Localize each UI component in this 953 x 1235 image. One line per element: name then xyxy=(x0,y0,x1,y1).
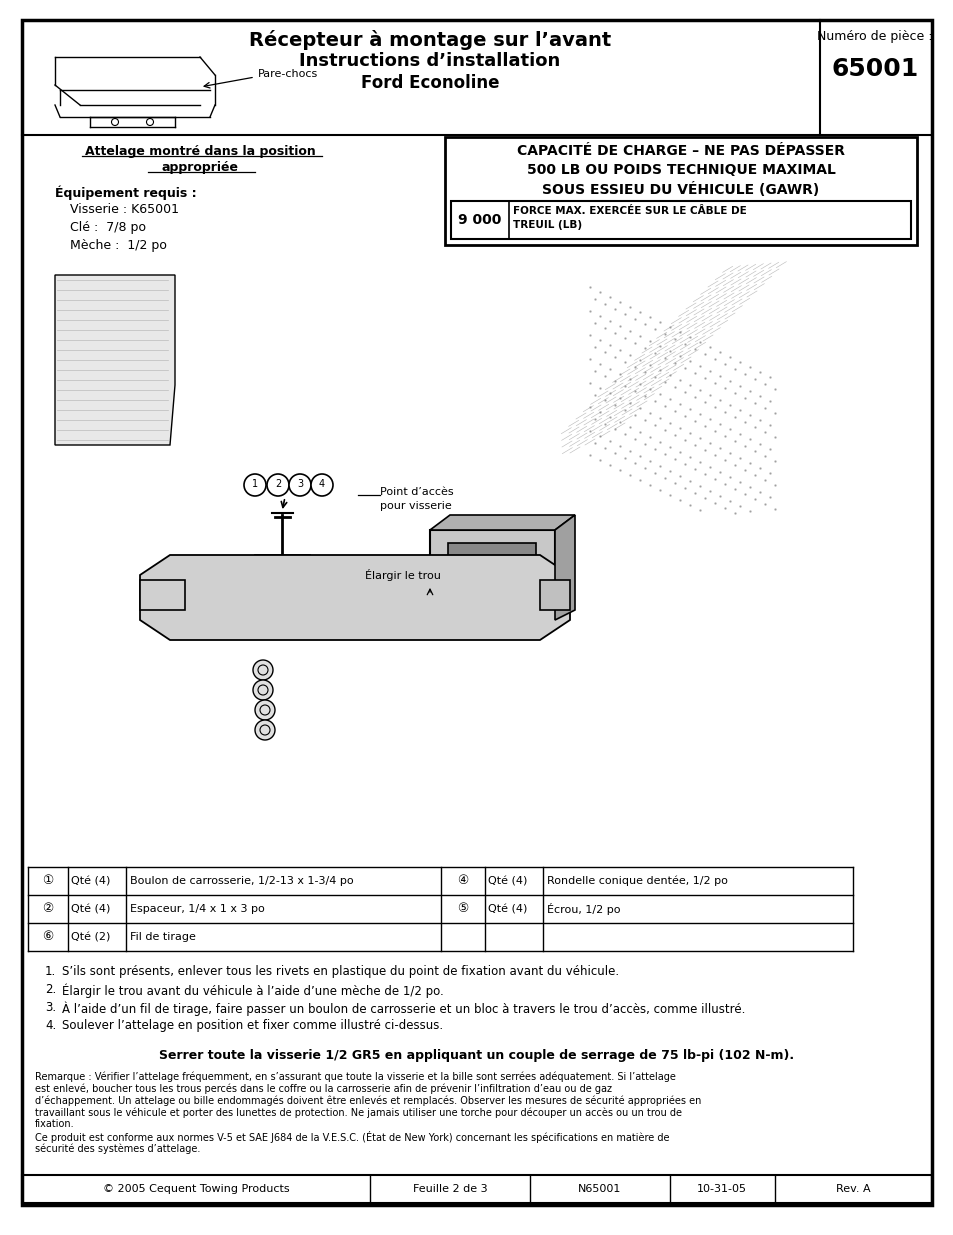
Text: Élargir le trou: Élargir le trou xyxy=(365,569,440,580)
Text: 4.: 4. xyxy=(45,1019,56,1032)
Text: 4: 4 xyxy=(318,479,325,489)
Text: Ce produit est conforme aux normes V-5 et SAE J684 de la V.E.S.C. (État de New Y: Ce produit est conforme aux normes V-5 e… xyxy=(35,1131,669,1144)
Text: Numéro de pièce :: Numéro de pièce : xyxy=(817,30,932,43)
Text: Rondelle conique dentée, 1/2 po: Rondelle conique dentée, 1/2 po xyxy=(546,876,727,887)
Text: Récepteur à montage sur l’avant: Récepteur à montage sur l’avant xyxy=(249,30,611,49)
Text: Mèche :  1/2 po: Mèche : 1/2 po xyxy=(70,240,167,252)
Text: Élargir le trou avant du véhicule à l’aide d’une mèche de 1/2 po.: Élargir le trou avant du véhicule à l’ai… xyxy=(62,983,443,998)
Polygon shape xyxy=(55,275,174,445)
Circle shape xyxy=(311,474,333,496)
Text: 2.: 2. xyxy=(45,983,56,995)
Text: Point d’accès: Point d’accès xyxy=(379,487,453,496)
Text: ⑤: ⑤ xyxy=(456,903,468,915)
Text: Serrer toute la visserie 1/2 GR5 en appliquant un couple de serrage de 75 lb-pi : Serrer toute la visserie 1/2 GR5 en appl… xyxy=(159,1049,794,1062)
Polygon shape xyxy=(430,515,575,530)
Text: Instructions d’installation: Instructions d’installation xyxy=(299,52,560,70)
Circle shape xyxy=(253,659,273,680)
Text: Ford Econoline: Ford Econoline xyxy=(360,74,498,91)
Text: CAPACITÉ DE CHARGE – NE PAS DÉPASSER: CAPACITÉ DE CHARGE – NE PAS DÉPASSER xyxy=(517,144,844,158)
Text: © 2005 Cequent Towing Products: © 2005 Cequent Towing Products xyxy=(103,1184,289,1194)
Text: Attelage montré dans la position: Attelage montré dans la position xyxy=(85,144,315,158)
Text: travaillant sous le véhicule et porter des lunettes de protection. Ne jamais uti: travaillant sous le véhicule et porter d… xyxy=(35,1107,681,1118)
Text: ⑥: ⑥ xyxy=(42,930,53,944)
Bar xyxy=(448,543,536,605)
Circle shape xyxy=(289,474,311,496)
Text: Qté (4): Qté (4) xyxy=(488,876,527,885)
Text: FORCE MAX. EXERCÉE SUR LE CÂBLE DE: FORCE MAX. EXERCÉE SUR LE CÂBLE DE xyxy=(513,206,746,216)
Polygon shape xyxy=(539,580,569,610)
Text: SOUS ESSIEU DU VÉHICULE (GAWR): SOUS ESSIEU DU VÉHICULE (GAWR) xyxy=(542,182,819,198)
Text: Qté (4): Qté (4) xyxy=(488,904,527,914)
Text: Écrou, 1/2 po: Écrou, 1/2 po xyxy=(546,903,619,915)
Text: Feuille 2 de 3: Feuille 2 de 3 xyxy=(413,1184,487,1194)
Text: N65001: N65001 xyxy=(578,1184,621,1194)
Text: S’ils sont présents, enlever tous les rivets en plastique du point de fixation a: S’ils sont présents, enlever tous les ri… xyxy=(62,965,618,978)
Text: 3.: 3. xyxy=(45,1002,56,1014)
Text: Remarque : Vérifier l’attelage fréquemment, en s’assurant que toute la visserie : Remarque : Vérifier l’attelage fréquemme… xyxy=(35,1071,675,1082)
Text: Visserie : K65001: Visserie : K65001 xyxy=(70,203,179,216)
Text: sécurité des systèmes d’attelage.: sécurité des systèmes d’attelage. xyxy=(35,1144,200,1153)
Text: ①: ① xyxy=(42,874,53,888)
Text: Fil de tirage: Fil de tirage xyxy=(130,932,195,942)
Text: Boulon de carrosserie, 1/2-13 x 1-3/4 po: Boulon de carrosserie, 1/2-13 x 1-3/4 po xyxy=(130,876,354,885)
Text: est enlevé, boucher tous les trous percés dans le coffre ou la carrosserie afin : est enlevé, boucher tous les trous percé… xyxy=(35,1083,612,1093)
Text: d’échappement. Un attelage ou bille endommagés doivent être enlevés et remplacés: d’échappement. Un attelage ou bille endo… xyxy=(35,1095,700,1105)
Text: fixation.: fixation. xyxy=(35,1119,74,1129)
Text: 10-31-05: 10-31-05 xyxy=(697,1184,746,1194)
Bar xyxy=(254,555,310,627)
Text: À l’aide d’un fil de tirage, faire passer un boulon de carrosserie et un bloc à : À l’aide d’un fil de tirage, faire passe… xyxy=(62,1002,744,1015)
Text: ②: ② xyxy=(42,903,53,915)
Text: Équipement requis :: Équipement requis : xyxy=(55,185,196,200)
Text: TREUIL (LB): TREUIL (LB) xyxy=(513,220,581,230)
Text: 65001: 65001 xyxy=(830,57,918,82)
Text: 500 LB OU POIDS TECHNIQUE MAXIMAL: 500 LB OU POIDS TECHNIQUE MAXIMAL xyxy=(526,163,835,177)
Text: Soulever l’attelage en position et fixer comme illustré ci-dessus.: Soulever l’attelage en position et fixer… xyxy=(62,1019,442,1032)
Polygon shape xyxy=(140,555,569,640)
Text: Espaceur, 1/4 x 1 x 3 po: Espaceur, 1/4 x 1 x 3 po xyxy=(130,904,265,914)
Bar xyxy=(444,137,916,245)
Text: 1.: 1. xyxy=(45,965,56,978)
Circle shape xyxy=(254,700,274,720)
Text: Pare-chocs: Pare-chocs xyxy=(257,69,318,79)
Text: 2: 2 xyxy=(274,479,281,489)
Text: 9 000: 9 000 xyxy=(457,212,501,227)
Polygon shape xyxy=(140,580,185,610)
Text: Qté (4): Qté (4) xyxy=(71,876,111,885)
Circle shape xyxy=(254,720,274,740)
Text: 3: 3 xyxy=(296,479,303,489)
Circle shape xyxy=(244,474,266,496)
Bar xyxy=(451,201,910,240)
Text: Qté (4): Qté (4) xyxy=(71,904,111,914)
Circle shape xyxy=(267,474,289,496)
Text: ④: ④ xyxy=(456,874,468,888)
Text: Qté (2): Qté (2) xyxy=(71,932,111,942)
Text: pour visserie: pour visserie xyxy=(379,501,452,511)
Text: Clé :  7/8 po: Clé : 7/8 po xyxy=(70,221,146,233)
Polygon shape xyxy=(555,515,575,620)
Text: 1: 1 xyxy=(252,479,258,489)
Text: Rev. A: Rev. A xyxy=(835,1184,869,1194)
Circle shape xyxy=(253,680,273,700)
Text: appropriée: appropriée xyxy=(161,161,238,174)
Bar xyxy=(22,1174,931,1203)
Bar xyxy=(430,530,555,620)
